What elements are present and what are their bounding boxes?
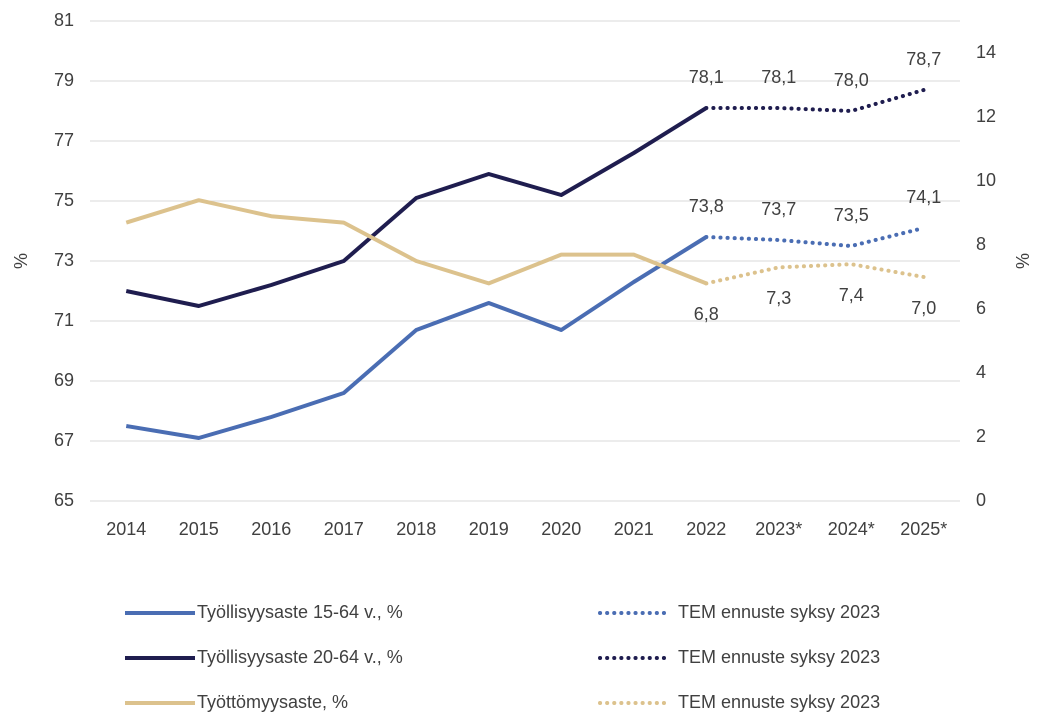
x-tick-label: 2018 bbox=[396, 519, 436, 539]
y2-tick-label: 6 bbox=[976, 298, 986, 318]
y-tick-label: 81 bbox=[54, 10, 74, 30]
y2-tick-label: 14 bbox=[976, 42, 996, 62]
value-label: 73,5 bbox=[834, 205, 869, 225]
line bbox=[125, 106, 708, 308]
y2-tick-label: 12 bbox=[976, 106, 996, 126]
y-tick-label: 69 bbox=[54, 370, 74, 390]
value-label: 78,1 bbox=[761, 67, 796, 87]
y2-tick-label: 2 bbox=[976, 426, 986, 446]
x-tick-label: 2022 bbox=[686, 519, 726, 539]
y-tick-label: 67 bbox=[54, 430, 74, 450]
value-label: 7,4 bbox=[839, 285, 864, 305]
y-tick-label: 65 bbox=[54, 490, 74, 510]
x-tick-label: 2024* bbox=[828, 519, 875, 539]
x-tick-label: 2016 bbox=[251, 519, 291, 539]
x-tick-label: 2019 bbox=[469, 519, 509, 539]
line bbox=[704, 262, 926, 286]
line bbox=[125, 235, 708, 440]
y-tick-label: 75 bbox=[54, 190, 74, 210]
x-tick-label: 2025* bbox=[900, 519, 947, 539]
y-tick-label: 71 bbox=[54, 310, 74, 330]
y-axis-label: % bbox=[11, 253, 31, 269]
value-label: 7,3 bbox=[766, 288, 791, 308]
value-label: 74,1 bbox=[906, 187, 941, 207]
line bbox=[125, 198, 707, 286]
x-tick-label: 2021 bbox=[614, 519, 654, 539]
x-tick-label: 2020 bbox=[541, 519, 581, 539]
legend-label: TEM ennuste syksy 2023 bbox=[678, 647, 880, 667]
y2-tick-label: 8 bbox=[976, 234, 986, 254]
legend-label: Työllisyysaste 15-64 v., % bbox=[197, 602, 403, 622]
value-label: 73,7 bbox=[761, 199, 796, 219]
y2-tick-label: 0 bbox=[976, 490, 986, 510]
legend-label: Työttömyysaste, % bbox=[197, 692, 348, 712]
legend-label: TEM ennuste syksy 2023 bbox=[678, 602, 880, 622]
y2-tick-label: 10 bbox=[976, 170, 996, 190]
x-tick-label: 2017 bbox=[324, 519, 364, 539]
x-tick-label: 2023* bbox=[755, 519, 802, 539]
y-tick-label: 73 bbox=[54, 250, 74, 270]
line bbox=[704, 226, 926, 248]
y2-axis-label: % bbox=[1013, 253, 1033, 269]
y-tick-label: 79 bbox=[54, 70, 74, 90]
value-label: 78,7 bbox=[906, 49, 941, 69]
y2-tick-label: 4 bbox=[976, 362, 986, 382]
value-label: 78,0 bbox=[834, 70, 869, 90]
legend-label: Työllisyysaste 20-64 v., % bbox=[197, 647, 403, 667]
y-tick-label: 77 bbox=[54, 130, 74, 150]
value-label: 7,0 bbox=[911, 298, 936, 318]
value-label: 78,1 bbox=[689, 67, 724, 87]
x-tick-label: 2015 bbox=[179, 519, 219, 539]
x-tick-label: 2014 bbox=[106, 519, 146, 539]
legend-label: TEM ennuste syksy 2023 bbox=[678, 692, 880, 712]
line bbox=[704, 88, 926, 113]
value-label: 6,8 bbox=[694, 304, 719, 324]
value-label: 73,8 bbox=[689, 196, 724, 216]
